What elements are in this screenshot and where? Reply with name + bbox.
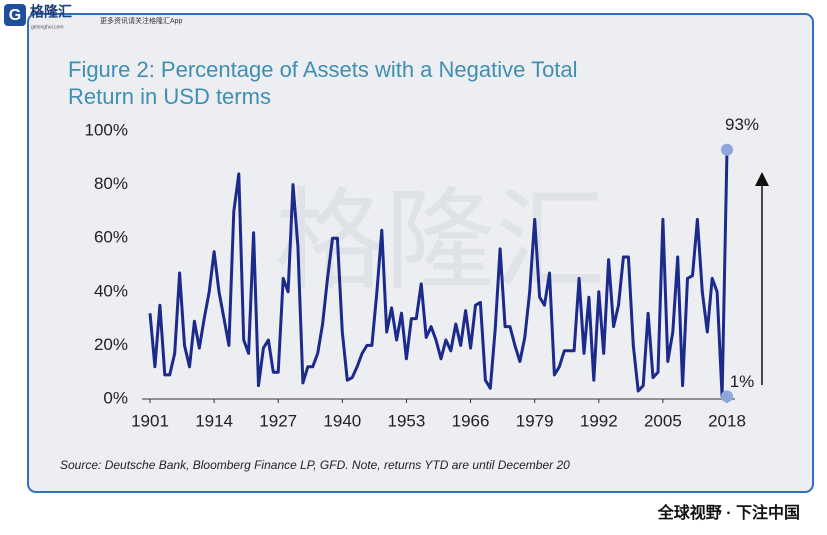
- x-tick-label: 1953: [388, 411, 426, 430]
- x-tick-label: 1927: [259, 411, 297, 430]
- x-tick-label: 1966: [452, 411, 490, 430]
- logo-letter: G: [9, 7, 21, 24]
- watermark: 格隆汇: [275, 180, 605, 303]
- data-line: [148, 149, 729, 398]
- chart-title: Return in USD terms: [68, 84, 271, 109]
- y-tick-label: 20%: [94, 335, 128, 354]
- x-tick-label: 2005: [644, 411, 682, 430]
- site: gelonghui.com: [31, 24, 64, 30]
- y-tick-label: 0%: [103, 388, 128, 407]
- frame: [27, 13, 814, 493]
- highlight-dot: [721, 143, 733, 156]
- x-tick-label: 1979: [516, 411, 554, 430]
- slogan: 更多资讯请关注格隆汇App: [100, 16, 183, 25]
- x-tick-label: 1914: [195, 411, 233, 430]
- arrow-head: [755, 172, 769, 186]
- logo-icon: [4, 4, 26, 26]
- x-tick-label: 2018: [708, 411, 746, 430]
- y-tick-label: 100%: [85, 120, 128, 139]
- y-tick-label: 40%: [94, 281, 128, 300]
- footer: 全球视野 · 下注中国: [657, 503, 800, 522]
- x-tick-label: 1992: [580, 411, 618, 430]
- x-tick-label: 1940: [323, 411, 361, 430]
- logo-text: 格隆汇: [30, 4, 72, 20]
- y-tick-label: 80%: [94, 174, 128, 193]
- source-note: Source: Deutsche Bank, Bloomberg Finance…: [60, 458, 570, 472]
- chart-title: Figure 2: Percentage of Assets with a Ne…: [68, 57, 578, 82]
- highlight-dot: [721, 390, 733, 403]
- annotation: 93%: [725, 115, 759, 134]
- annotation: 1%: [730, 372, 755, 391]
- x-tick-label: 1901: [131, 411, 169, 430]
- y-tick-label: 60%: [94, 228, 128, 247]
